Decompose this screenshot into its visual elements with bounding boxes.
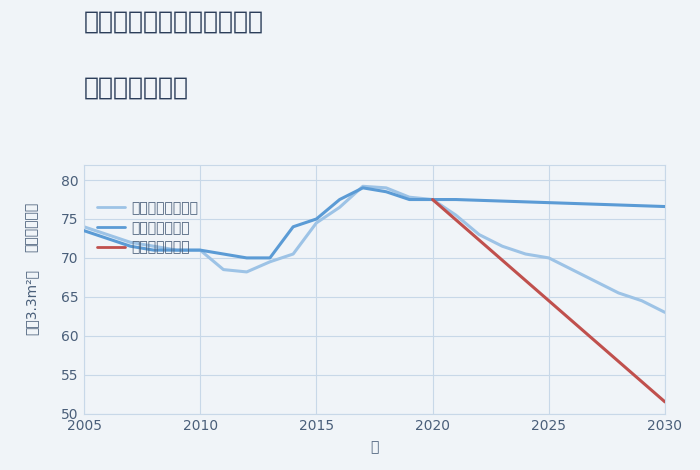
- ノーマルシナリオ: [173, 247, 181, 253]
- ノーマルシナリオ: [242, 269, 251, 275]
- グッドシナリオ: [358, 185, 367, 191]
- グッドシナリオ: [242, 255, 251, 261]
- ノーマルシナリオ: [428, 197, 437, 203]
- グッドシナリオ: [452, 197, 460, 203]
- ノーマルシナリオ: [522, 251, 530, 257]
- ノーマルシナリオ: [638, 298, 646, 304]
- Line: グッドシナリオ: グッドシナリオ: [84, 188, 665, 258]
- グッドシナリオ: [405, 197, 414, 203]
- ノーマルシナリオ: [498, 243, 507, 249]
- Text: 兵庫県西宮市津門宝津町の: 兵庫県西宮市津門宝津町の: [84, 9, 264, 33]
- グッドシナリオ: [289, 224, 298, 230]
- グッドシナリオ: [335, 197, 344, 203]
- ノーマルシナリオ: [103, 232, 111, 237]
- ノーマルシナリオ: [126, 240, 134, 245]
- ノーマルシナリオ: [312, 220, 321, 226]
- ノーマルシナリオ: [591, 278, 599, 284]
- グッドシナリオ: [522, 199, 530, 205]
- グッドシナリオ: [103, 235, 111, 241]
- グッドシナリオ: [150, 247, 158, 253]
- グッドシナリオ: [498, 198, 507, 204]
- ノーマルシナリオ: [405, 195, 414, 200]
- ノーマルシナリオ: [475, 232, 483, 237]
- グッドシナリオ: [591, 201, 599, 207]
- グッドシナリオ: [126, 243, 134, 249]
- グッドシナリオ: [661, 204, 669, 209]
- グッドシナリオ: [219, 251, 228, 257]
- ノーマルシナリオ: [568, 267, 576, 273]
- ノーマルシナリオ: [80, 224, 88, 230]
- Line: ノーマルシナリオ: ノーマルシナリオ: [84, 186, 665, 313]
- グッドシナリオ: [266, 255, 274, 261]
- グッドシナリオ: [80, 228, 88, 234]
- ノーマルシナリオ: [196, 247, 204, 253]
- ノーマルシナリオ: [545, 255, 553, 261]
- Text: 単価（万円）: 単価（万円）: [25, 202, 38, 252]
- グッドシナリオ: [382, 189, 391, 195]
- ノーマルシナリオ: [615, 290, 623, 296]
- グッドシナリオ: [638, 203, 646, 209]
- ノーマルシナリオ: [289, 251, 298, 257]
- X-axis label: 年: 年: [370, 440, 379, 454]
- Legend: ノーマルシナリオ, グッドシナリオ, バッドシナリオ: ノーマルシナリオ, グッドシナリオ, バッドシナリオ: [97, 201, 199, 254]
- ノーマルシナリオ: [661, 310, 669, 315]
- ノーマルシナリオ: [335, 204, 344, 210]
- Text: 土地の価格推移: 土地の価格推移: [84, 75, 189, 99]
- グッドシナリオ: [615, 202, 623, 208]
- Text: 坪（3.3m²）: 坪（3.3m²）: [25, 268, 38, 335]
- グッドシナリオ: [568, 201, 576, 206]
- グッドシナリオ: [428, 197, 437, 203]
- ノーマルシナリオ: [358, 183, 367, 189]
- ノーマルシナリオ: [219, 267, 228, 273]
- グッドシナリオ: [312, 216, 321, 222]
- ノーマルシナリオ: [266, 259, 274, 265]
- グッドシナリオ: [173, 247, 181, 253]
- ノーマルシナリオ: [150, 243, 158, 249]
- ノーマルシナリオ: [452, 212, 460, 218]
- グッドシナリオ: [475, 197, 483, 203]
- グッドシナリオ: [196, 247, 204, 253]
- ノーマルシナリオ: [382, 185, 391, 191]
- グッドシナリオ: [545, 200, 553, 205]
